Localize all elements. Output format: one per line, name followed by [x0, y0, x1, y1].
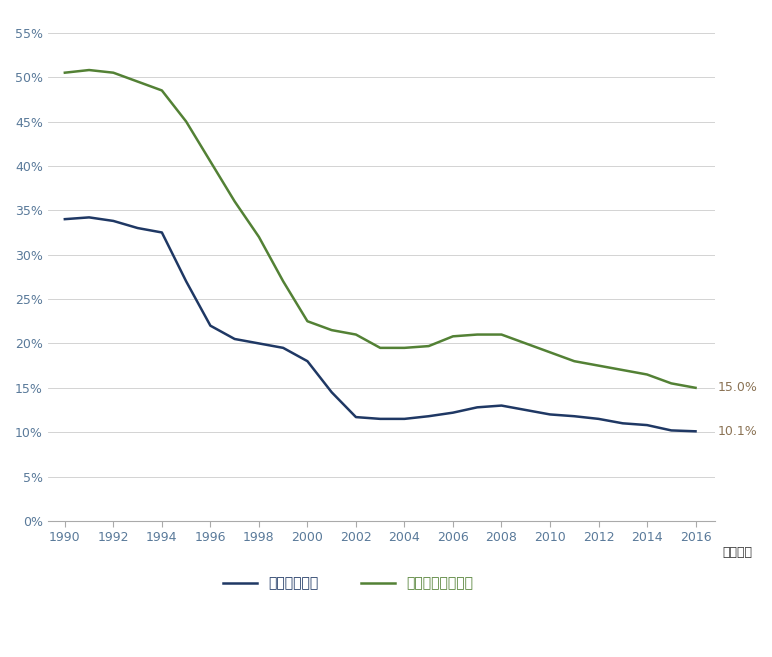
持ち合い比率: [181, 277, 191, 285]
広義持ち合い比率: [327, 326, 337, 334]
持ち合い比率: [254, 340, 263, 348]
広義持ち合い比率: [497, 330, 506, 338]
持ち合い比率: [521, 406, 530, 414]
広義持ち合い比率: [157, 87, 167, 95]
広義持ち合い比率: [691, 384, 700, 392]
広義持ち合い比率: [206, 158, 215, 166]
広義持ち合い比率: [230, 198, 239, 206]
持ち合い比率: [375, 415, 384, 423]
広義持ち合い比率: [594, 361, 603, 369]
広義持ち合い比率: [618, 366, 628, 374]
持ち合い比率: [497, 401, 506, 409]
広義持ち合い比率: [449, 332, 458, 340]
Legend: 持ち合い比率, 広義持ち合い比率: 持ち合い比率, 広義持ち合い比率: [217, 571, 479, 596]
Text: 15.0%: 15.0%: [717, 381, 757, 394]
広義持ち合い比率: [424, 342, 433, 350]
広義持ち合い比率: [109, 69, 118, 77]
持ち合い比率: [472, 403, 482, 411]
広義持ち合い比率: [303, 317, 312, 325]
広義持ち合い比率: [60, 69, 69, 77]
広義持ち合い比率: [181, 118, 191, 125]
Text: （年度）: （年度）: [722, 546, 752, 559]
持ち合い比率: [618, 419, 628, 427]
持ち合い比率: [84, 214, 93, 221]
広義持ち合い比率: [375, 344, 384, 351]
広義持ち合い比率: [642, 371, 652, 378]
持ち合い比率: [230, 335, 239, 343]
持ち合い比率: [545, 411, 554, 419]
広義持ち合い比率: [279, 277, 288, 285]
広義持ち合い比率: [667, 380, 676, 388]
持ち合い比率: [691, 427, 700, 435]
持ち合い比率: [157, 229, 167, 237]
広義持ち合い比率: [400, 344, 409, 351]
持ち合い比率: [667, 426, 676, 434]
持ち合い比率: [327, 388, 337, 396]
持ち合い比率: [570, 413, 579, 420]
Line: 持ち合い比率: 持ち合い比率: [65, 217, 696, 431]
持ち合い比率: [133, 224, 142, 232]
広義持ち合い比率: [521, 340, 530, 348]
持ち合い比率: [449, 409, 458, 417]
広義持ち合い比率: [84, 66, 93, 74]
持ち合い比率: [424, 413, 433, 420]
持ち合い比率: [351, 413, 361, 421]
持ち合い比率: [109, 217, 118, 225]
広義持ち合い比率: [254, 233, 263, 241]
持ち合い比率: [279, 344, 288, 351]
持ち合い比率: [594, 415, 603, 423]
Line: 広義持ち合い比率: 広義持ち合い比率: [65, 70, 696, 388]
Text: 10.1%: 10.1%: [717, 425, 757, 438]
持ち合い比率: [60, 215, 69, 223]
広義持ち合い比率: [351, 330, 361, 338]
持ち合い比率: [642, 421, 652, 429]
広義持ち合い比率: [570, 357, 579, 365]
持ち合い比率: [303, 357, 312, 365]
持ち合い比率: [400, 415, 409, 423]
広義持ち合い比率: [545, 348, 554, 356]
広義持ち合い比率: [133, 78, 142, 85]
広義持ち合い比率: [472, 330, 482, 338]
持ち合い比率: [206, 322, 215, 330]
